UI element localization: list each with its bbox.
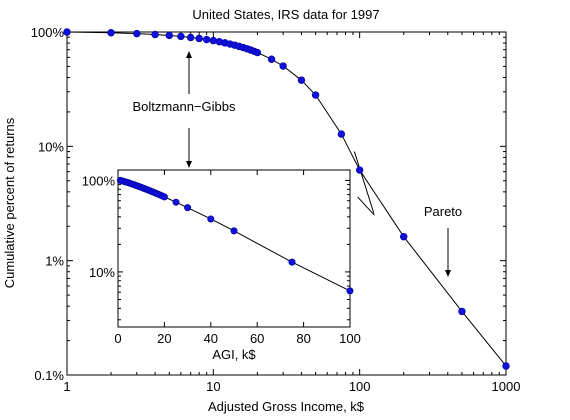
fit-lines [353,151,375,216]
inset-axis-ticks [117,170,351,327]
x-tick-label: 1 [63,379,70,394]
data-point [177,32,185,41]
inset-x-tick-label: 40 [204,331,218,346]
data-point [202,35,211,44]
chart-title: United States, IRS data for 1997 [192,7,379,22]
inset-plot-frame [117,169,351,328]
inset-x-tick-label: 80 [296,331,310,346]
data-point [311,91,320,99]
data-point [267,55,276,63]
data-point [337,130,346,138]
inset-data-point [288,258,296,266]
inset-tick-labels: 0 20 40 60 80 100 10% 100% [82,173,361,346]
x-axis-label: Adjusted Gross Income, k$ [208,399,365,414]
inset-y-tick-label: 100% [82,173,116,188]
main-data-points [63,28,510,370]
y-tick-label: 100% [31,25,65,40]
annotation-arrows [186,51,451,277]
annotation-pareto: Pareto [424,204,462,219]
data-point [253,48,262,57]
inset-x-tick-label: 0 [114,331,121,346]
inset-y-tick-label: 10% [89,265,115,280]
inset-x-tick-label: 100 [339,331,361,346]
arrow-pareto-head [445,270,451,277]
data-point [165,31,173,40]
data-point [279,62,287,70]
x-tick-label: 1000 [492,379,521,394]
data-point [209,36,218,45]
inset-data-points [116,176,354,295]
inset-x-tick-label: 20 [157,331,171,346]
data-point [400,233,408,241]
data-point [195,34,203,43]
y-tick-label: 0.1% [34,368,64,383]
data-point [502,362,510,370]
x-tick-label: 10 [206,379,220,394]
annotation-boltzmann-gibbs: Boltzmann−Gibbs [133,99,236,114]
inset-data-point [160,193,168,201]
y-tick-label: 10% [38,139,64,154]
data-point [355,166,364,174]
inset-data-point [230,227,238,235]
data-point [151,30,159,39]
arrow-up-head [186,51,192,58]
data-point [297,76,306,84]
data-point [133,29,141,38]
inset-x-tick-label: 60 [250,331,264,346]
inset-data-point [184,204,192,212]
inset-x-axis-label: AGI, k$ [212,347,256,362]
data-point [458,307,466,316]
data-point [107,29,115,37]
data-point [63,28,71,36]
inset-data-point [207,215,215,223]
inset-data-point [346,287,354,295]
y-axis-label: Cumulative percent of returns [2,117,17,288]
data-point [186,33,195,42]
main-plot-frame [66,31,507,376]
inset-data-point [172,198,180,206]
y-tick-label: 1% [45,254,64,269]
arrow-down-head [186,161,192,168]
x-tick-label: 100 [349,379,371,394]
